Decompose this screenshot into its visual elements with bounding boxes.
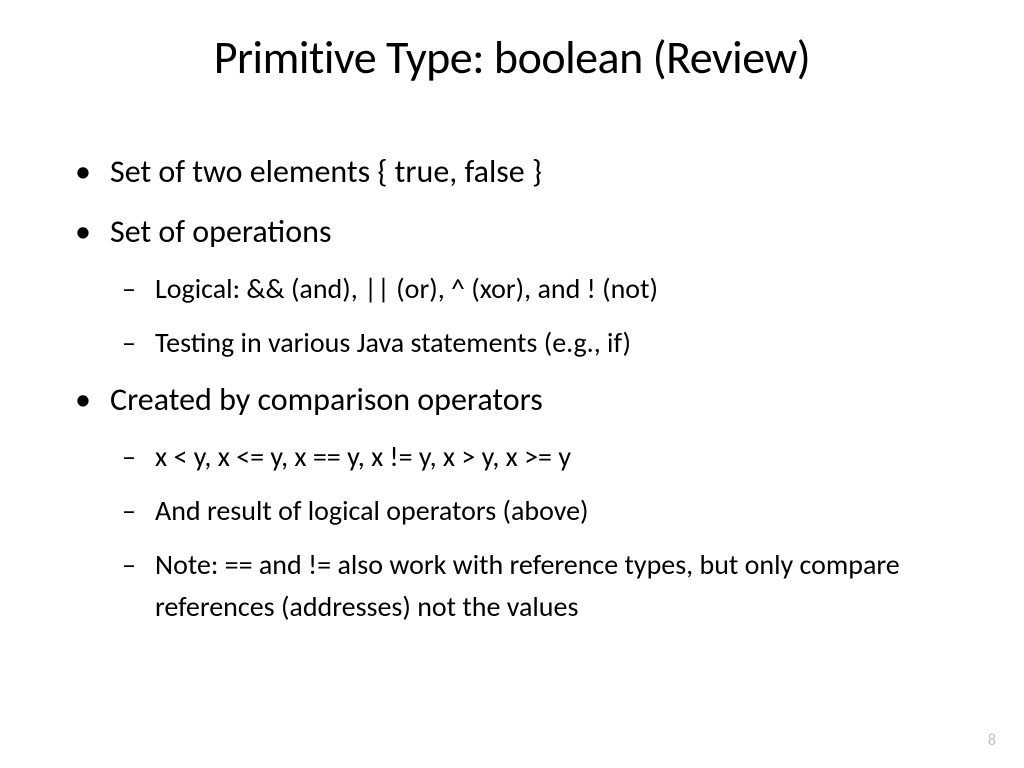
- sub-bullet-item: x < y, x <= y, x == y, x != y, x > y, x …: [60, 436, 964, 478]
- bullet-item: Set of operations: [60, 208, 964, 256]
- page-number: 8: [988, 731, 996, 750]
- slide-content: Set of two elements { true, false } Set …: [60, 148, 964, 628]
- slide-container: Primitive Type: boolean (Review) Set of …: [0, 0, 1024, 768]
- sub-bullet-item: Logical: && (and), || (or), ^ (xor), and…: [60, 268, 964, 310]
- bullet-item: Created by comparison operators: [60, 376, 964, 424]
- sub-bullet-item: And result of logical operators (above): [60, 490, 964, 532]
- slide-title: Primitive Type: boolean (Review): [60, 30, 964, 86]
- sub-bullet-item: Note: == and != also work with reference…: [60, 544, 964, 628]
- sub-bullet-item: Testing in various Java statements (e.g.…: [60, 322, 964, 364]
- bullet-item: Set of two elements { true, false }: [60, 148, 964, 196]
